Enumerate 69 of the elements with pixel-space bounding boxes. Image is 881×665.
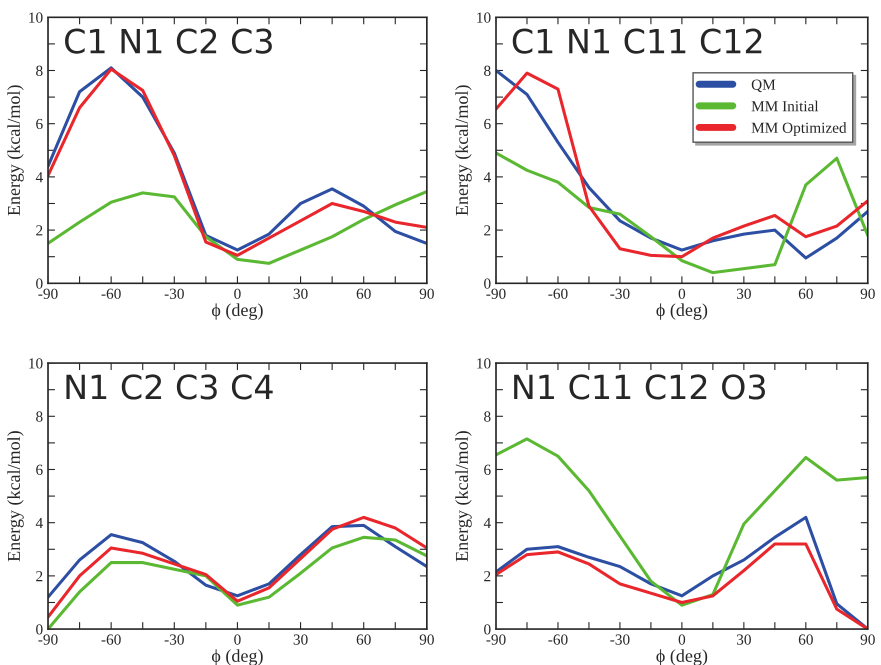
x-tick-label: 60 [356, 634, 371, 645]
x-tick-label: 0 [234, 634, 241, 645]
y-tick-label: 6 [36, 464, 43, 475]
x-tick-label: -30 [164, 634, 184, 645]
y-axis-title: Energy (kcal/mol) [7, 85, 24, 216]
y-axis-title: Energy (kcal/mol) [455, 85, 472, 216]
y-tick-label: 8 [36, 411, 43, 422]
chart-title: C1 N1 C2 C3 [65, 28, 272, 54]
y-tick-label: 2 [484, 571, 490, 582]
x-tick-label: -90 [38, 288, 58, 299]
x-tick-label: 30 [294, 288, 308, 299]
y-tick-label: 2 [484, 225, 490, 236]
y-tick-label: 8 [36, 66, 43, 76]
x-tick-label: 90 [860, 288, 875, 299]
line-series [48, 190, 427, 265]
x-tick-label: -60 [102, 634, 121, 645]
x-tick-label: 90 [420, 288, 434, 299]
y-tick-label: 6 [484, 118, 491, 130]
y-tick-label: 6 [36, 118, 43, 130]
y-tick-label: 10 [477, 12, 491, 23]
x-tick-label: -30 [610, 634, 630, 645]
y-axis-title: Energy (kcal/mol) [455, 431, 472, 562]
line-series [496, 437, 868, 607]
x-tick-label: -90 [486, 634, 506, 645]
chart-title: C1 N1 C11 C12 [512, 28, 762, 54]
x-tick-label: -60 [548, 288, 568, 299]
x-tick-label: 30 [736, 288, 751, 299]
line-series [48, 516, 427, 619]
x-tick-label: -60 [548, 634, 568, 645]
y-tick-label: 10 [29, 12, 43, 23]
y-tick-label: 0 [36, 624, 43, 635]
x-tick-label: -90 [38, 634, 58, 645]
y-tick-label: 8 [484, 411, 491, 422]
legend-label: MM Initial [752, 100, 818, 112]
x-tick-label: 90 [860, 634, 875, 645]
x-tick-label: 30 [736, 634, 751, 645]
x-axis-title: ϕ (deg) [656, 303, 708, 320]
x-tick-label: -30 [610, 288, 630, 299]
x-tick-label: -30 [164, 288, 184, 299]
x-tick-label: 0 [234, 288, 241, 299]
y-tick-label: 10 [477, 358, 491, 369]
y-axis-title: Energy (kcal/mol) [7, 431, 24, 562]
y-tick-label: 6 [484, 464, 491, 475]
x-tick-label: 0 [678, 288, 686, 299]
y-tick-label: 0 [484, 278, 491, 289]
legend-label: QM [752, 80, 776, 92]
x-axis-title: ϕ (deg) [212, 303, 263, 320]
chart-title: N1 C11 C12 O3 [514, 374, 765, 400]
x-tick-label: 90 [420, 634, 434, 645]
chart-title: N1 C2 C3 C4 [66, 374, 273, 400]
legend-label: MM Optimized [752, 122, 846, 136]
x-tick-label: 0 [678, 634, 686, 645]
y-tick-label: 0 [36, 278, 43, 289]
y-tick-label: 4 [36, 172, 43, 182]
y-tick-label: 0 [484, 624, 491, 635]
y-tick-label: 10 [29, 358, 43, 369]
x-tick-label: 60 [798, 634, 813, 645]
y-tick-label: 2 [36, 225, 42, 236]
y-tick-label: 4 [484, 518, 491, 528]
x-tick-label: -60 [102, 288, 121, 299]
y-tick-label: 4 [484, 172, 491, 182]
y-tick-label: 4 [36, 518, 43, 528]
y-tick-label: 2 [36, 571, 42, 582]
line-series [496, 151, 868, 274]
x-tick-label: 60 [356, 288, 371, 299]
x-tick-label: 30 [294, 634, 308, 645]
y-tick-label: 8 [484, 66, 491, 76]
x-tick-label: 60 [798, 288, 813, 299]
x-tick-label: -90 [486, 288, 506, 299]
